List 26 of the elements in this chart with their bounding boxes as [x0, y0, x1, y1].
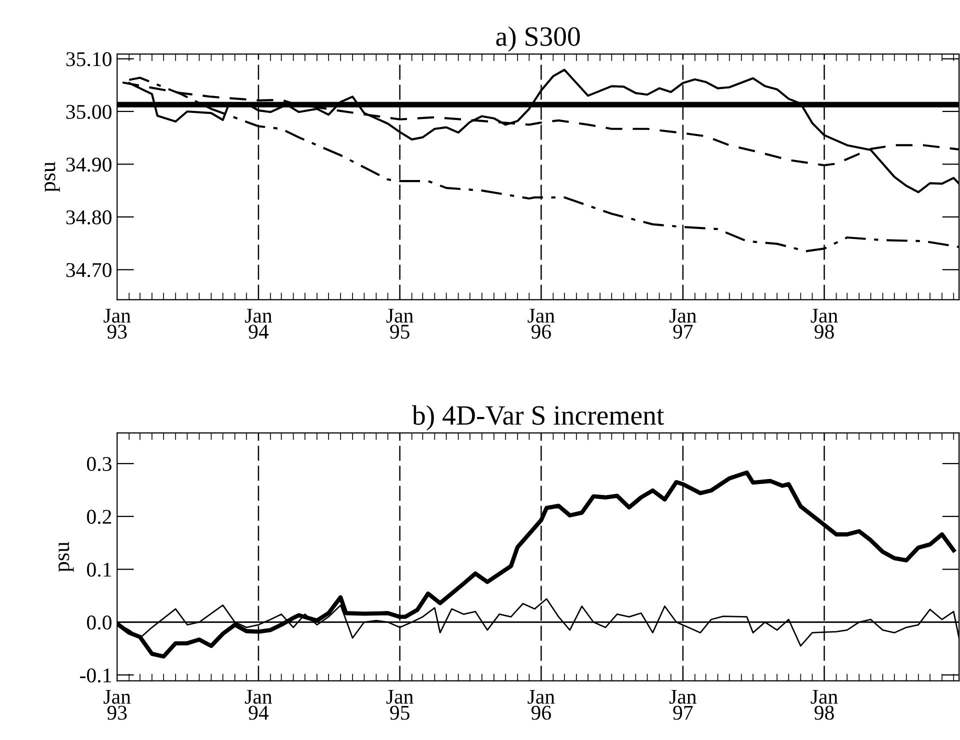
- x-tick-label: Jan 95: [386, 308, 414, 339]
- y-tick-label: 34.90: [66, 158, 112, 172]
- y-tick-label: -0.1: [80, 668, 112, 683]
- x-tick-label: Jan 96: [528, 308, 555, 339]
- y-tick-label: 34.80: [66, 210, 112, 224]
- y-axis-title: psu: [58, 542, 74, 572]
- y-tick-label: 0.0: [87, 616, 112, 630]
- x-tick-label: Jan 93: [104, 690, 131, 720]
- y-tick-label: 0.3: [87, 456, 112, 472]
- y-tick-label: 0.1: [87, 562, 112, 577]
- chart-title: a) S300: [496, 26, 580, 52]
- y-tick-label: 34.70: [66, 263, 112, 278]
- x-tick-label: Jan 94: [245, 690, 272, 720]
- y-tick-label: 35.00: [66, 104, 112, 120]
- x-tick-label: Jan 97: [669, 690, 696, 720]
- x-tick-label: Jan 95: [386, 690, 414, 720]
- x-tick-label: Jan 97: [669, 308, 696, 339]
- y-axis-title: psu: [44, 162, 60, 192]
- x-tick-label: Jan 98: [810, 690, 838, 720]
- x-tick-label: Jan 98: [810, 308, 838, 339]
- x-tick-label: Jan 96: [528, 690, 555, 720]
- chart-title: b) 4D-Var S increment: [412, 405, 664, 430]
- y-tick-label: 0.2: [87, 510, 112, 524]
- y-tick-label: 35.10: [66, 52, 112, 66]
- x-tick-label: Jan 94: [245, 308, 272, 339]
- x-tick-label: Jan 93: [104, 308, 131, 339]
